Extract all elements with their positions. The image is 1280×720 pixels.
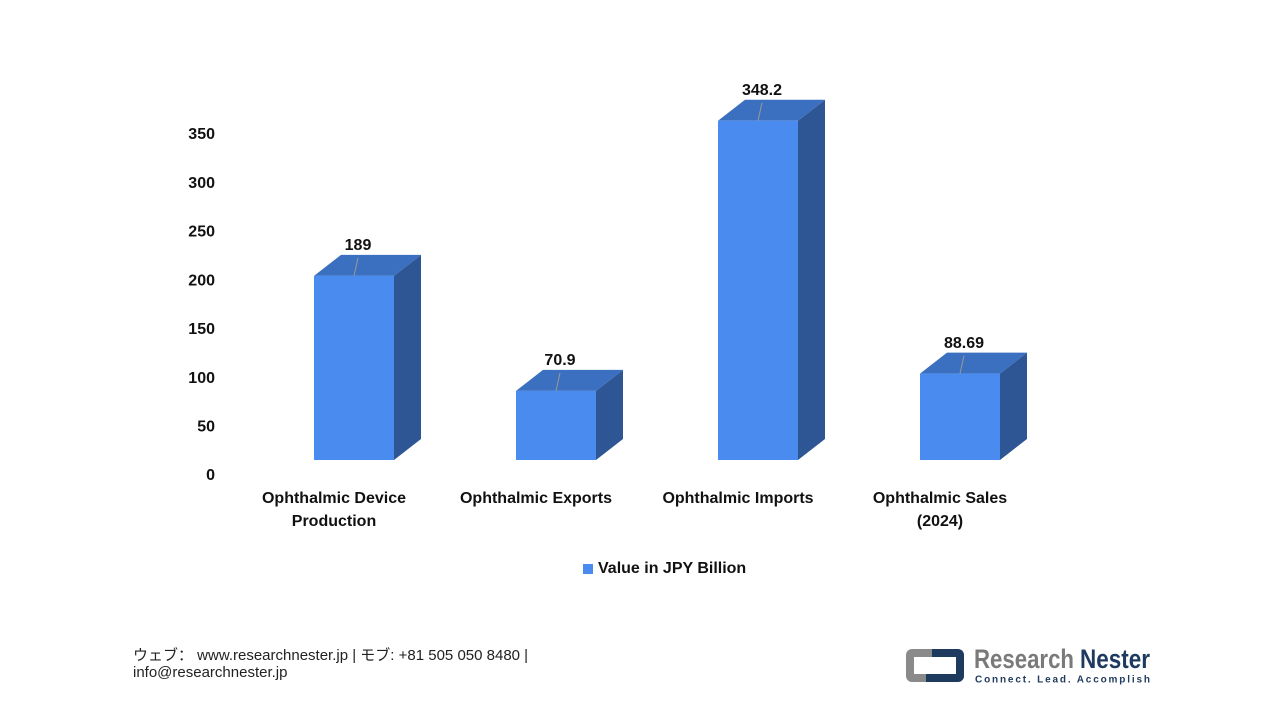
bar-side <box>394 254 421 460</box>
bar-top <box>516 369 623 391</box>
logo-icon <box>906 649 964 682</box>
y-tick-label: 250 <box>188 224 215 241</box>
data-label: 88.69 <box>944 335 984 352</box>
legend-label: Value in JPY Billion <box>598 560 746 577</box>
bar-side <box>1000 352 1027 460</box>
bar-side <box>596 369 623 460</box>
leader-line <box>353 257 359 276</box>
y-tick-label: 50 <box>197 419 215 436</box>
leader-line <box>959 355 965 374</box>
bar-side <box>798 99 825 460</box>
x-tick-label: Ophthalmic Sales (2024) <box>872 490 1008 530</box>
bar <box>920 373 1000 460</box>
footer-contact: info@researchnester.jp <box>133 664 288 681</box>
y-tick-label: 300 <box>188 175 215 192</box>
data-label: 189 <box>345 237 372 254</box>
y-tick-label: 200 <box>188 272 215 289</box>
y-tick-label: 0 <box>206 467 215 484</box>
bar <box>516 390 596 460</box>
y-tick-label: 350 <box>188 126 215 143</box>
bar-top <box>920 352 1027 374</box>
bar <box>314 275 394 460</box>
legend-swatch <box>583 564 593 574</box>
y-tick-label: 100 <box>188 370 215 387</box>
y-tick-label: 150 <box>188 321 215 338</box>
x-tick-label: Ophthalmic Exports <box>459 490 613 507</box>
bar <box>718 120 798 460</box>
logo-word: Research <box>974 644 1074 674</box>
bar-top <box>314 254 421 276</box>
leader-line <box>757 102 763 121</box>
data-label: 70.9 <box>544 352 575 369</box>
footer-contact: ウェブ： www.researchnester.jp | モブ: +81 505… <box>133 647 529 664</box>
x-tick-label: Ophthalmic Imports <box>662 490 814 507</box>
logo-tagline: Connect. Lead. Accomplish <box>975 675 1150 686</box>
x-tick-label: Ophthalmic Device Production <box>261 490 407 530</box>
bar-top <box>718 99 825 121</box>
logo-word: Nester <box>1080 644 1150 674</box>
data-label: 348.2 <box>742 82 782 99</box>
leader-line <box>555 372 561 392</box>
